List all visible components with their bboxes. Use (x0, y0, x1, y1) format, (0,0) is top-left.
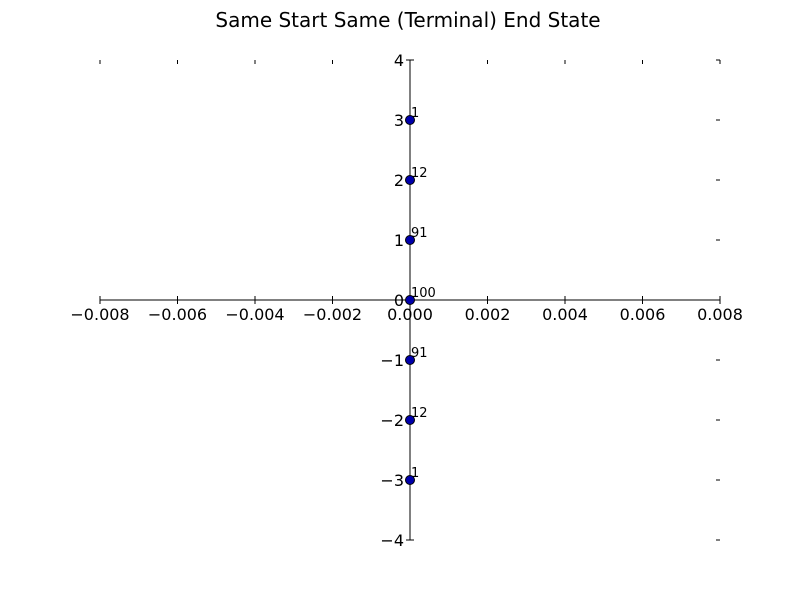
x-tick-label: −0.006 (148, 305, 207, 324)
y-tick-label: −1 (380, 351, 404, 370)
x-tick-label: 0.006 (620, 305, 666, 324)
x-tick-label: 0.000 (387, 305, 433, 324)
x-tick-label: 0.002 (465, 305, 511, 324)
data-label: 91 (411, 226, 428, 241)
y-tick-label: 4 (394, 51, 404, 70)
x-tick-label: −0.002 (303, 305, 362, 324)
y-tick-label: −4 (380, 531, 404, 550)
y-tick-label: 1 (394, 231, 404, 250)
data-point (405, 235, 415, 245)
y-tick-label: −3 (380, 471, 404, 490)
x-tick-label: 0.004 (542, 305, 588, 324)
data-label: 100 (411, 286, 436, 301)
y-tick-label: −2 (380, 411, 404, 430)
x-tick-label: 0.008 (697, 305, 743, 324)
y-tick-label: 0 (394, 291, 404, 310)
chart-title: Same Start Same (Terminal) End State (215, 8, 601, 32)
data-point (405, 475, 415, 485)
data-point (405, 415, 415, 425)
data-point (405, 115, 415, 125)
x-tick-label: −0.004 (225, 305, 284, 324)
x-tick-label: −0.008 (70, 305, 129, 324)
data-label: 12 (411, 166, 428, 181)
data-point (405, 295, 415, 305)
data-label: 1 (411, 106, 419, 121)
data-point (405, 175, 415, 185)
data-label: 1 (411, 466, 419, 481)
y-tick-label: 2 (394, 171, 404, 190)
data-point (405, 355, 415, 365)
data-label: 12 (411, 406, 428, 421)
y-tick-label: 3 (394, 111, 404, 130)
data-label: 91 (411, 346, 428, 361)
